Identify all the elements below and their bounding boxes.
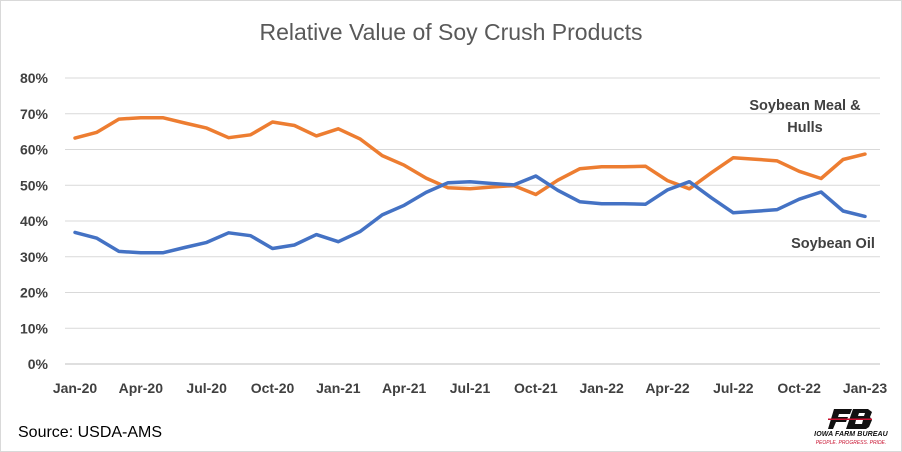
x-tick-label: Jul-21: [450, 380, 491, 396]
x-tick-label: Oct-20: [251, 380, 295, 396]
x-tick-label: Apr-21: [382, 380, 427, 396]
x-tick-label: Oct-22: [777, 380, 821, 396]
y-tick-label: 80%: [20, 70, 49, 86]
iowa-farm-bureau-logo: IOWA FARM BUREAU PEOPLE. PROGRESS. PRIDE…: [806, 407, 896, 449]
x-tick-label: Jan-20: [53, 380, 98, 396]
x-tick-label: Jan-23: [843, 380, 888, 396]
meal-hulls-label: Soybean Meal & Hulls: [749, 98, 861, 136]
y-tick-label: 50%: [20, 177, 49, 193]
y-tick-label: 60%: [20, 142, 49, 158]
fb-logo-icon: [828, 409, 872, 429]
x-tick-label: Apr-20: [119, 380, 164, 396]
y-tick-label: 0%: [28, 356, 49, 372]
x-tick-label: Oct-21: [514, 380, 558, 396]
y-tick-label: 10%: [20, 320, 49, 336]
soybean-meal-hulls-line: [73, 115, 867, 197]
soybean-oil-label: Soybean Oil: [791, 236, 875, 252]
series-lines: [73, 115, 867, 255]
soybean-oil-line: [73, 174, 867, 255]
y-tick-label: 20%: [20, 285, 49, 301]
x-axis-ticks: Jan-20 Apr-20 Jul-20 Oct-20 Jan-21 Apr-21 Jul-…: [53, 380, 888, 396]
x-tick-label: Jan-22: [579, 380, 624, 396]
logo-tagline: PEOPLE. PROGRESS. PRIDE.: [815, 440, 887, 446]
chart-title: Relative Value of Soy Crush Products: [259, 19, 643, 45]
y-tick-label: 70%: [20, 106, 49, 122]
y-tick-label: 30%: [20, 249, 49, 265]
x-tick-label: Jul-20: [186, 380, 227, 396]
x-tick-label: Jan-21: [316, 380, 361, 396]
x-tick-label: Apr-22: [645, 380, 690, 396]
gridlines: [65, 77, 880, 365]
x-tick-label: Jul-22: [713, 380, 754, 396]
y-tick-label: 40%: [20, 213, 49, 229]
source-note: Source: USDA-AMS: [18, 424, 163, 441]
logo-name: IOWA FARM BUREAU: [814, 431, 888, 438]
y-axis-ticks: 0% 10% 20% 30% 40% 50% 60% 70% 80%: [20, 70, 49, 372]
